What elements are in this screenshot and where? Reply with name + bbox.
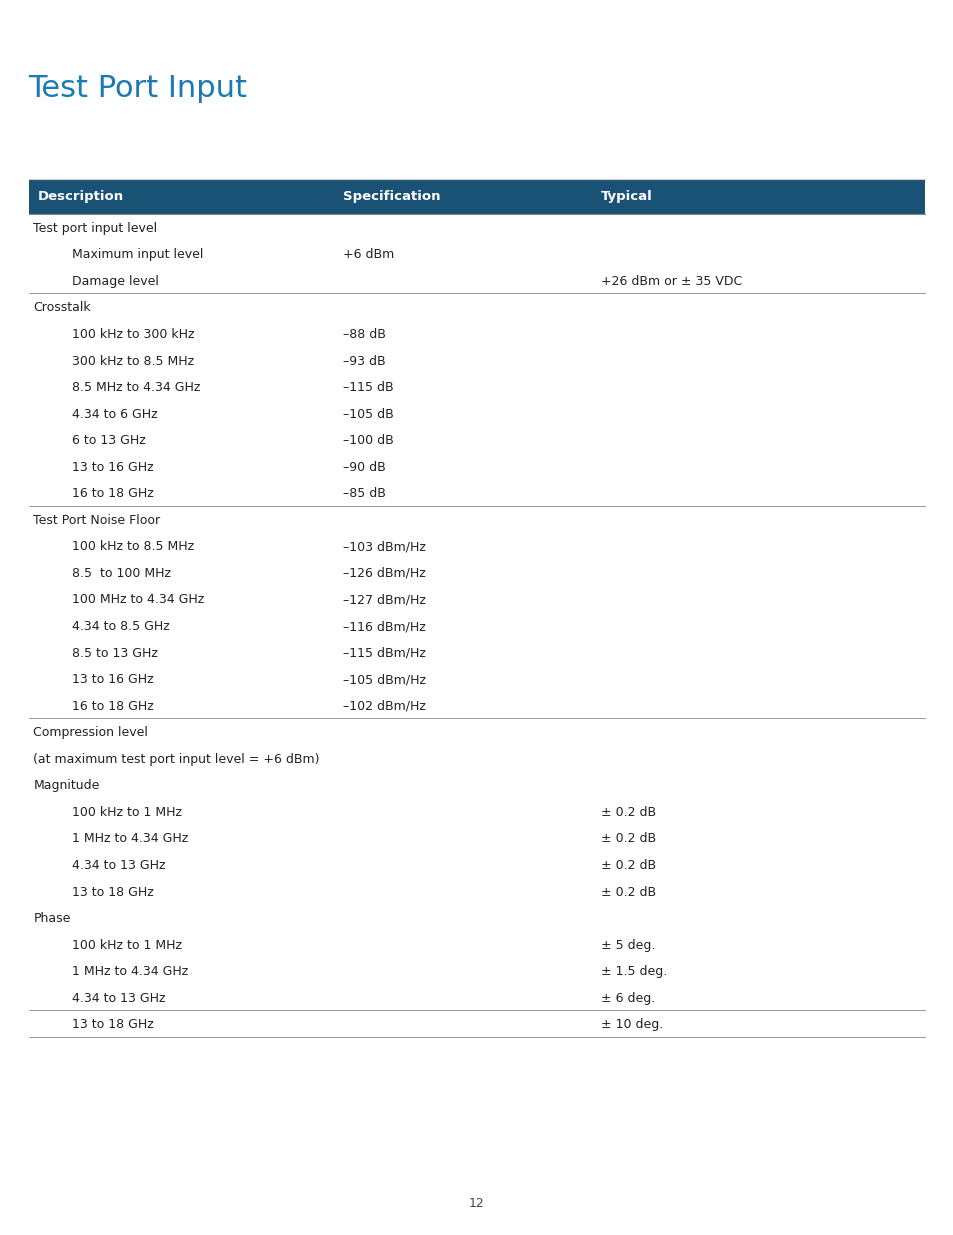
Text: ± 0.2 dB: ± 0.2 dB <box>600 832 656 846</box>
Text: Compression level: Compression level <box>33 726 148 740</box>
Text: 300 kHz to 8.5 MHz: 300 kHz to 8.5 MHz <box>71 354 193 368</box>
Text: 13 to 16 GHz: 13 to 16 GHz <box>71 461 153 474</box>
Text: –90 dB: –90 dB <box>343 461 386 474</box>
Text: ± 6 deg.: ± 6 deg. <box>600 992 655 1005</box>
Text: –126 dBm/Hz: –126 dBm/Hz <box>343 567 426 580</box>
Text: –102 dBm/Hz: –102 dBm/Hz <box>343 700 426 713</box>
Text: 13 to 16 GHz: 13 to 16 GHz <box>71 673 153 687</box>
Text: –127 dBm/Hz: –127 dBm/Hz <box>343 594 426 606</box>
Text: –93 dB: –93 dB <box>343 354 386 368</box>
Text: ± 0.2 dB: ± 0.2 dB <box>600 806 656 819</box>
Text: Maximum input level: Maximum input level <box>71 248 203 262</box>
Text: 12: 12 <box>469 1197 484 1210</box>
Text: 100 kHz to 1 MHz: 100 kHz to 1 MHz <box>71 806 181 819</box>
Text: ± 0.2 dB: ± 0.2 dB <box>600 885 656 899</box>
Text: Test Port Input: Test Port Input <box>29 74 248 103</box>
Text: ± 5 deg.: ± 5 deg. <box>600 939 655 952</box>
Text: 13 to 18 GHz: 13 to 18 GHz <box>71 885 153 899</box>
Text: 100 kHz to 8.5 MHz: 100 kHz to 8.5 MHz <box>71 541 193 553</box>
Text: –88 dB: –88 dB <box>343 329 386 341</box>
Text: +26 dBm or ± 35 VDC: +26 dBm or ± 35 VDC <box>600 275 741 288</box>
Text: –100 dB: –100 dB <box>343 435 394 447</box>
Text: 8.5  to 100 MHz: 8.5 to 100 MHz <box>71 567 171 580</box>
Text: +6 dBm: +6 dBm <box>343 248 395 262</box>
Text: –105 dB: –105 dB <box>343 408 394 421</box>
Text: 1 MHz to 4.34 GHz: 1 MHz to 4.34 GHz <box>71 832 188 846</box>
Text: 1 MHz to 4.34 GHz: 1 MHz to 4.34 GHz <box>71 966 188 978</box>
Text: (at maximum test port input level = +6 dBm): (at maximum test port input level = +6 d… <box>33 753 319 766</box>
Text: –105 dBm/Hz: –105 dBm/Hz <box>343 673 426 687</box>
Text: 4.34 to 6 GHz: 4.34 to 6 GHz <box>71 408 157 421</box>
Text: ± 0.2 dB: ± 0.2 dB <box>600 860 656 872</box>
Text: Phase: Phase <box>33 913 71 925</box>
Text: 8.5 MHz to 4.34 GHz: 8.5 MHz to 4.34 GHz <box>71 382 200 394</box>
Text: 6 to 13 GHz: 6 to 13 GHz <box>71 435 145 447</box>
Text: 13 to 18 GHz: 13 to 18 GHz <box>71 1019 153 1031</box>
Text: 8.5 to 13 GHz: 8.5 to 13 GHz <box>71 647 157 659</box>
Text: 4.34 to 13 GHz: 4.34 to 13 GHz <box>71 992 165 1005</box>
Text: Test Port Noise Floor: Test Port Noise Floor <box>33 514 160 527</box>
Text: –115 dB: –115 dB <box>343 382 394 394</box>
Text: –115 dBm/Hz: –115 dBm/Hz <box>343 647 426 659</box>
Text: 16 to 18 GHz: 16 to 18 GHz <box>71 488 153 500</box>
Text: Description: Description <box>38 190 124 203</box>
Text: 4.34 to 8.5 GHz: 4.34 to 8.5 GHz <box>71 620 169 634</box>
Text: Crosstalk: Crosstalk <box>33 301 91 315</box>
Text: 4.34 to 13 GHz: 4.34 to 13 GHz <box>71 860 165 872</box>
Text: –85 dB: –85 dB <box>343 488 386 500</box>
Text: Typical: Typical <box>600 190 652 203</box>
Text: Damage level: Damage level <box>71 275 158 288</box>
Text: ± 10 deg.: ± 10 deg. <box>600 1019 662 1031</box>
Text: –103 dBm/Hz: –103 dBm/Hz <box>343 541 426 553</box>
Text: ± 1.5 deg.: ± 1.5 deg. <box>600 966 666 978</box>
Text: 100 kHz to 1 MHz: 100 kHz to 1 MHz <box>71 939 181 952</box>
Text: Test port input level: Test port input level <box>33 222 157 235</box>
Text: Magnitude: Magnitude <box>33 779 100 793</box>
Text: –116 dBm/Hz: –116 dBm/Hz <box>343 620 426 634</box>
Text: 100 MHz to 4.34 GHz: 100 MHz to 4.34 GHz <box>71 594 204 606</box>
FancyBboxPatch shape <box>29 179 924 214</box>
Text: 100 kHz to 300 kHz: 100 kHz to 300 kHz <box>71 329 193 341</box>
Text: Specification: Specification <box>343 190 440 203</box>
Text: 16 to 18 GHz: 16 to 18 GHz <box>71 700 153 713</box>
